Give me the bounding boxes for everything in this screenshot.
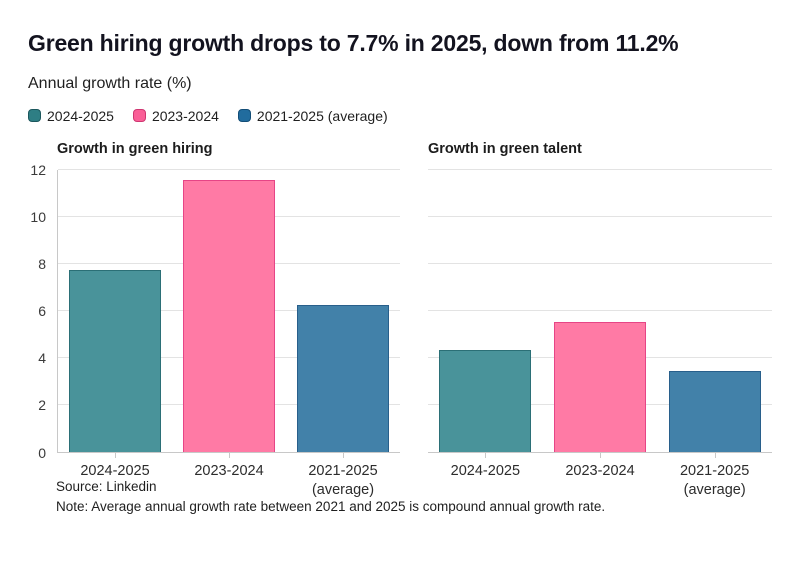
bar [183,180,275,452]
x-axis-tick [115,452,116,458]
charts-row: Growth in green hiring 0 2 4 6 8 10 12 2024-20… [28,140,772,498]
y-tick-label: 2 [38,397,46,414]
chart-subtitle: Annual growth rate (%) [28,74,192,92]
gridline [428,310,772,312]
plot-area-green-talent: 2024-2025 2023-2024 2021-2025 (average) [428,168,772,498]
y-tick-label: 12 [30,161,46,178]
gridline [58,168,400,170]
plot-area-green-hiring: 2024-2025 2023-2024 2021-2025 (average) [57,168,400,498]
legend-item-2024-2025: 2024-2025 [28,108,114,124]
legend-swatch-pink [132,109,146,123]
y-tick-label: 6 [38,303,46,320]
y-tick-label: 4 [38,350,46,367]
gridline [428,215,772,217]
x-tick-label: 2024-2025 [450,462,521,479]
y-tick-label: 8 [38,255,46,272]
bar [554,321,646,452]
panel-green-hiring: Growth in green hiring 0 2 4 6 8 10 12 2024-20… [28,140,400,498]
chart-title: Green hiring growth drops to 7.7% in 202… [28,30,679,56]
bar [69,270,161,452]
x-axis-tick [229,452,230,458]
legend-label: 2021-2025 (average) [256,107,388,124]
x-tick-label: 2021-2025 (average) [679,462,750,498]
legend-item-2021-2025-average: 2021-2025 (average) [237,107,388,124]
footer: Source: Linkedin Note: Average annual gr… [56,477,772,517]
legend-swatch-blue [237,109,251,123]
y-axis-labels: 0 2 4 6 8 10 12 [28,162,57,461]
legend: 2024-2025 2023-2024 2021-2025 (average) [28,108,772,124]
x-tick-label: 2024-2025 [80,462,150,479]
bar [439,350,532,452]
bar [668,371,761,452]
panel-green-talent: Growth in green talent 2024-2025 2023-202… [428,140,772,498]
y-tick-label: 10 [30,208,46,225]
x-axis-tick [485,452,487,458]
gridline [428,168,772,170]
legend-item-2023-2024: 2023-2024 [132,107,219,124]
x-tick-label: 2023-2024 [565,462,635,479]
source-text: Source: Linkedin [56,478,157,494]
note-text: Note: Average annual growth rate between… [56,498,606,514]
panel-title-green-hiring: Growth in green hiring [57,140,213,157]
legend-label: 2023-2024 [151,107,219,124]
panel-title-green-talent: Growth in green talent [428,140,582,157]
x-axis-tick [714,452,716,458]
x-axis-tick [600,452,601,458]
bar [297,305,389,452]
legend-label: 2024-2025 [47,107,114,124]
x-axis-tick [343,452,344,458]
legend-swatch-teal [28,109,41,123]
y-tick-label: 0 [38,444,46,461]
x-tick-label: 2023-2024 [194,462,264,479]
gridline [428,262,772,264]
x-tick-label: 2021-2025 (average) [308,462,378,498]
